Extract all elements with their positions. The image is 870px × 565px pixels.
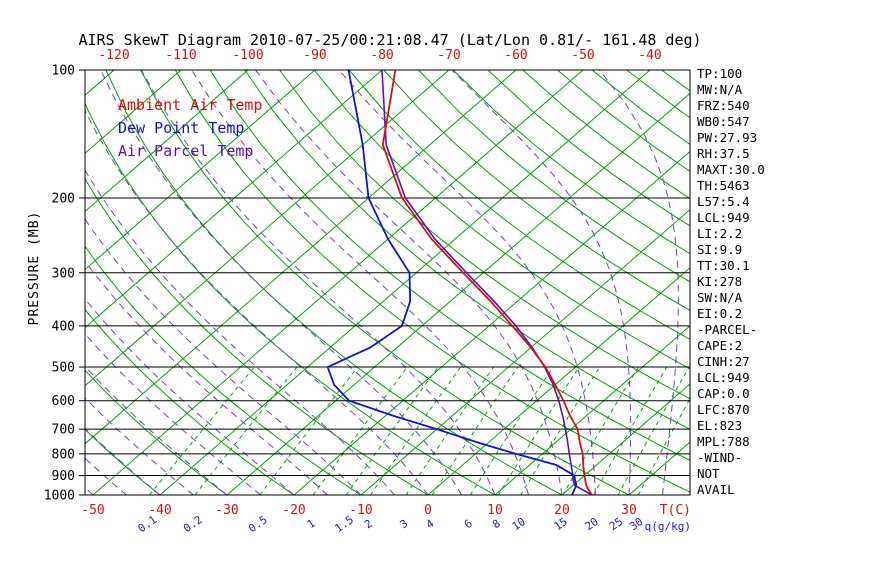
dry-adiabat-line [453,70,870,495]
stat-line: LCL:949 [697,210,750,225]
stat-line: MW:N/A [697,82,743,97]
moist-adiabat-line [0,70,93,495]
bottom-temp-label: 30 [621,503,637,518]
top-temp-label: -120 [98,48,129,63]
legend-dew-point-temp: Dew Point Temp [118,119,244,137]
stat-line: PW:27.93 [697,130,757,145]
pressure-label: 600 [52,394,75,409]
mixing-ratio-label: 1 [305,517,318,531]
dry-adiabat-line [314,70,870,495]
stat-line: CINH:27 [697,354,750,369]
stat-line: MPL:788 [697,434,750,449]
x-axis-mixing-unit: q(g/kg) [645,520,691,533]
bottom-temp-label: -50 [81,503,104,518]
moist-adiabat-line [339,70,596,495]
isotherm-line [495,70,870,495]
top-temp-label: -100 [232,48,263,63]
dry-adiabat-line [349,70,870,495]
pressure-label: 200 [52,191,75,206]
stat-line: LFC:870 [697,402,750,417]
y-axis-title: PRESSURE (MB) [27,211,42,326]
mixing-ratio-label: 10 [510,515,528,533]
mixing-ratio-label: 3 [398,517,411,531]
mixing-ratio-label: 2 [362,517,375,531]
mixing-ratio-label: 20 [582,515,600,533]
dry-adiabat-line [488,70,870,495]
stats-panel: TP:100MW:N/AFRZ:540WB0:547PW:27.93RH:37.… [697,66,765,497]
stat-line: NOT [697,466,720,481]
mixing-ratio-label: 8 [490,517,503,531]
bottom-temp-label: -10 [349,503,372,518]
stat-line: -PARCEL- [697,322,757,337]
top-temp-label: -90 [303,48,326,63]
stat-line: TH:5463 [697,178,750,193]
top-temp-label: -70 [437,48,460,63]
moist-adiabat-line [256,70,563,495]
moist-adiabat-line [600,70,679,495]
bottom-temp-label: -30 [215,503,238,518]
stat-line: SW:N/A [697,290,743,305]
isotherm-line [428,70,870,495]
mixing-ratio-label: 0.5 [246,513,270,535]
pressure-label: 1000 [44,489,75,504]
top-temp-label: -110 [165,48,196,63]
stat-line: CAPE:2 [697,338,742,353]
bottom-temp-label: 0 [424,503,432,518]
stat-line: KI:278 [697,274,742,289]
top-temp-label: -80 [370,48,393,63]
bottom-temp-label: 10 [487,503,503,518]
stat-line: TT:30.1 [697,258,750,273]
isotherm-line [361,70,851,495]
pressure-label: 400 [52,319,75,334]
pressure-axis: 100 200 300 400 500 600 700 800 900 1000 [44,64,75,504]
stat-line: L57:5.4 [697,194,750,209]
mixing-ratio-label: 6 [462,517,475,531]
mixing-ratio-label: 4 [424,517,437,532]
moist-adiabat-line [452,70,631,495]
mixing-ratio-label: 0.2 [181,513,205,535]
dry-adiabat-line [210,70,763,495]
chart-title: AIRS SkewT Diagram 2010-07-25/00:21:08.4… [78,31,701,49]
pressure-label: 300 [52,266,75,281]
stat-line: EI:0.2 [697,306,742,321]
dry-adiabat-line [662,70,870,495]
stat-line: -WIND- [697,450,742,465]
legend-ambient-air-temp: Ambient Air Temp [118,96,263,114]
top-temp-label: -60 [504,48,527,63]
top-temp-label: -50 [571,48,594,63]
stat-line: LI:2.2 [697,226,742,241]
stat-line: AVAIL [697,482,735,497]
stat-line: LCL:949 [697,370,750,385]
stat-line: CAP:0.0 [697,386,750,401]
pressure-label: 800 [52,447,75,462]
bottom-temp-label: -20 [282,503,305,518]
top-temp-label: -40 [638,48,661,63]
x-axis-temp-unit: T(C) [660,503,691,518]
stat-line: EL:823 [697,418,742,433]
top-temp-axis: -120 -110 -100 -90 -80 -70 -60 -50 -40 [98,48,661,63]
pressure-label: 900 [52,469,75,484]
stat-line: TP:100 [697,66,742,81]
stat-line: WB0:547 [697,114,750,129]
pressure-label: 500 [52,361,75,376]
stat-line: SI:9.9 [697,242,742,257]
stat-line: RH:37.5 [697,146,750,161]
moist-adiabat-line [0,70,26,495]
legend-air-parcel-temp: Air Parcel Temp [118,142,253,160]
pressure-label: 700 [52,423,75,438]
pressure-label: 100 [52,64,75,79]
stat-line: FRZ:540 [697,98,750,113]
stat-line: MAXT:30.0 [697,162,765,177]
